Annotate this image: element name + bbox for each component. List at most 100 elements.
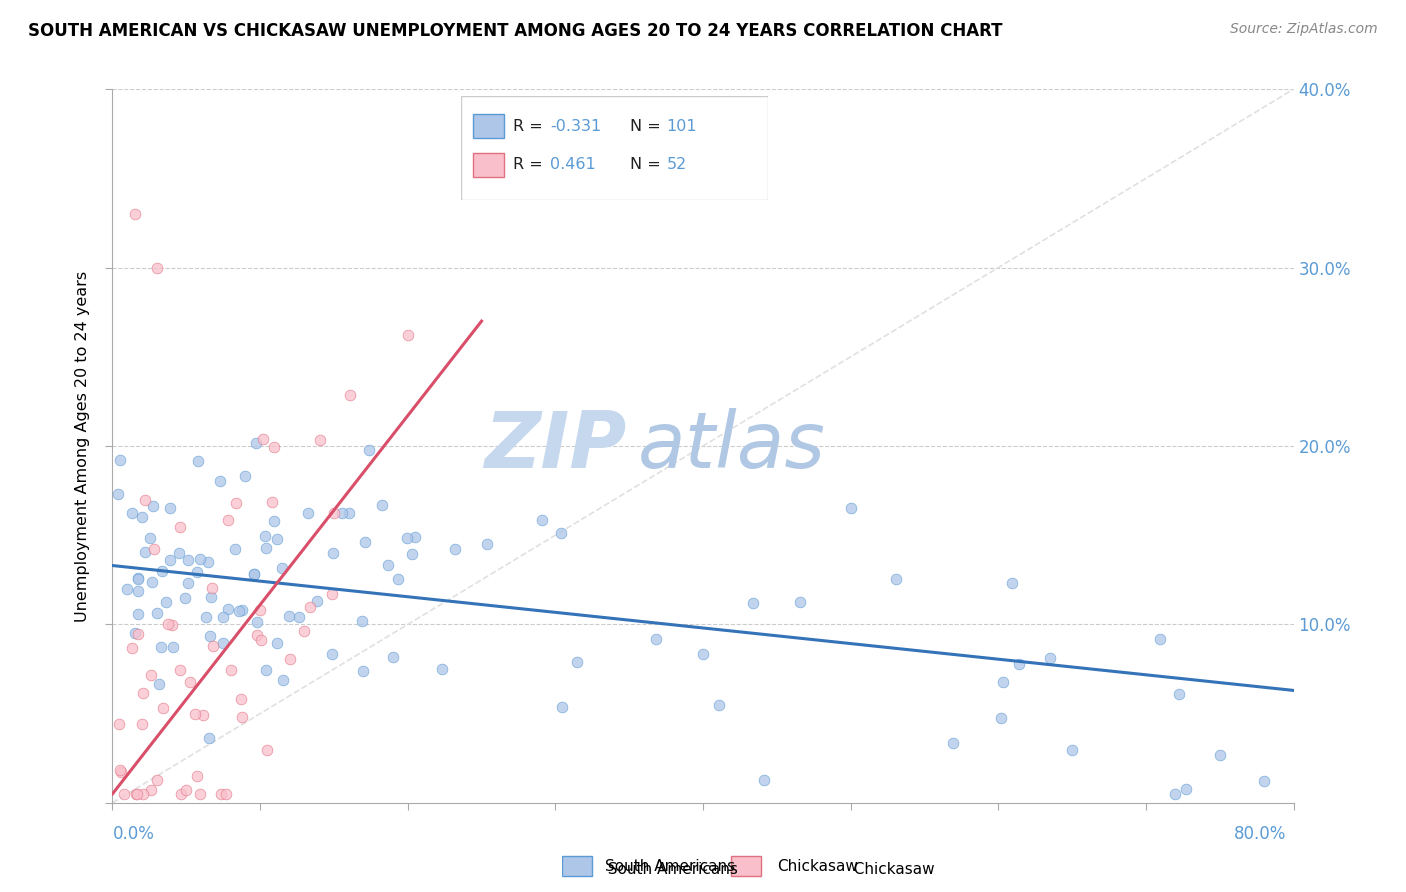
Point [444,541,467,556]
Point [146,260,169,275]
Point [209,787,232,801]
Point [132,787,155,801]
Point [162,640,184,655]
Point [330,506,353,520]
Point [884,573,907,587]
Point [1253,774,1275,789]
Point [278,652,301,666]
Point [263,514,285,528]
Point [233,468,256,483]
Point [159,553,181,567]
Point [1007,657,1029,671]
Point [157,617,180,632]
Point [395,531,418,545]
Point [107,717,129,731]
Point [139,668,162,682]
Point [124,207,146,221]
Point [371,498,394,512]
Point [138,532,160,546]
Point [254,663,277,677]
Point [1039,651,1062,665]
Point [322,546,344,560]
Point [308,434,330,448]
Point [404,530,426,544]
Point [231,710,253,724]
Point [177,576,200,591]
Point [1164,787,1187,801]
Point [197,555,219,569]
Point [1149,632,1171,646]
Point [249,603,271,617]
Point [142,500,165,514]
Point [709,698,731,712]
Point [173,591,195,606]
Point [219,663,242,677]
Point [381,650,404,665]
Point [228,604,250,618]
Text: 80.0%: 80.0% [1234,825,1286,843]
Point [198,629,221,643]
Point [134,545,156,559]
Point [132,686,155,700]
Text: SOUTH AMERICAN VS CHICKASAW UNEMPLOYMENT AMONG AGES 20 TO 24 YEARS CORRELATION C: SOUTH AMERICAN VS CHICKASAW UNEMPLOYMENT… [28,22,1002,40]
Point [271,561,294,575]
Text: atlas: atlas [638,408,825,484]
Point [337,506,360,520]
Point [252,432,274,446]
Point [352,665,374,679]
Point [169,663,191,677]
Point [254,541,277,555]
Point [127,607,149,621]
Point [292,624,315,639]
Point [271,673,294,687]
Point [195,610,218,624]
Point [121,506,143,520]
Point [131,716,153,731]
Point [250,632,273,647]
Y-axis label: Unemployment Among Ages 20 to 24 years: Unemployment Among Ages 20 to 24 years [75,270,90,622]
Point [193,708,215,723]
Point [692,647,714,661]
Point [323,506,346,520]
Point [339,388,361,402]
Point [200,591,222,605]
Point [125,787,148,801]
Point [107,486,129,500]
Point [551,699,574,714]
Point [159,501,181,516]
Point [152,701,174,715]
Point [184,707,207,722]
Point [110,765,132,780]
Point [1062,742,1084,756]
Point [146,772,169,787]
Point [121,640,143,655]
Point [127,571,149,585]
Point [127,626,149,640]
Point [430,662,453,676]
Point [146,606,169,620]
Point [246,615,269,630]
Point [149,640,172,655]
Point [645,632,668,646]
Point [127,572,149,586]
Point [186,769,208,783]
Point [139,782,162,797]
Text: Chickasaw: Chickasaw [844,863,934,877]
Point [245,435,267,450]
Point [531,513,554,527]
Point [131,509,153,524]
Point [1175,781,1198,796]
Point [112,787,135,801]
Point [243,567,266,582]
Point [942,736,965,750]
Point [169,520,191,534]
Point [387,573,409,587]
Point [1001,576,1024,591]
Point [839,501,862,516]
Point [354,535,377,549]
Point [188,787,211,801]
Point [188,552,211,566]
Point [396,327,419,342]
Point [148,677,170,691]
Point [124,787,146,801]
